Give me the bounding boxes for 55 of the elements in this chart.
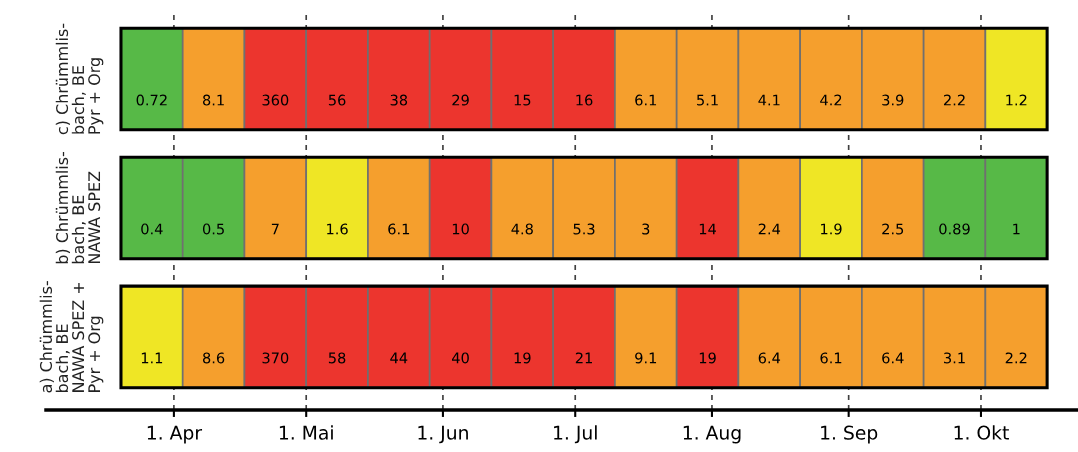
- data-label: 29: [452, 94, 469, 106]
- data-label: 1.2: [1006, 94, 1027, 106]
- data-label: 19: [699, 352, 716, 364]
- data-label: 7: [271, 223, 279, 235]
- data-label: 58: [328, 352, 346, 364]
- data-label: 0.5: [202, 223, 224, 235]
- y-tick-label: a) Chrümmlis- bach, BE NAWA SPEZ + Pyr + Org: [39, 281, 104, 393]
- data-label: 44: [390, 352, 408, 364]
- data-label: 1.1: [141, 352, 163, 364]
- data-label: 360: [262, 94, 289, 106]
- data-label: 9.1: [635, 352, 657, 364]
- data-label: 21: [575, 352, 592, 364]
- x-tick-label: 1. Mai: [279, 425, 333, 440]
- x-tick-label: 1. Jul: [554, 425, 597, 444]
- data-label: 2.5: [882, 223, 904, 235]
- data-label: 56: [328, 94, 346, 106]
- data-label: 6.4: [758, 352, 781, 364]
- data-label: 8.1: [202, 94, 224, 106]
- data-label: 1: [1013, 223, 1020, 235]
- data-label: 3.1: [944, 352, 965, 364]
- data-label: 3.9: [882, 94, 904, 106]
- x-tick-label: 1. Sep: [821, 425, 878, 444]
- data-label: 1.6: [327, 223, 348, 235]
- data-label: 40: [452, 352, 469, 364]
- data-label: 15: [514, 94, 531, 106]
- data-label: 8.6: [202, 352, 225, 364]
- data-label: 2.2: [943, 94, 965, 106]
- data-label: 4.2: [820, 94, 842, 106]
- data-label: 4.8: [511, 223, 533, 235]
- data-label: 3: [642, 223, 650, 235]
- data-label: 14: [699, 223, 716, 235]
- data-label: 0.4: [141, 223, 163, 235]
- data-label: 5.1: [697, 94, 718, 106]
- x-tick-label: 1. Okt: [954, 425, 1009, 440]
- x-tick-label: 1. Aug: [683, 425, 741, 444]
- y-tick-label: c) Chrümmlis- bach, BE Pyr + Org: [55, 23, 104, 135]
- data-label: 19: [514, 352, 531, 364]
- data-label: 6.1: [820, 352, 842, 364]
- x-tick-label: 1. Jun: [418, 425, 468, 444]
- data-label: 6.4: [882, 352, 904, 364]
- data-label: 370: [262, 352, 289, 364]
- y-tick-label: b) Chrümmlis- bach, BE NAWA SPEZ: [55, 151, 101, 264]
- data-label: 38: [390, 94, 408, 106]
- data-label: 10: [452, 223, 469, 235]
- data-label: 1.9: [821, 223, 842, 235]
- data-label: 4.1: [758, 94, 780, 106]
- data-label: 0.72: [136, 94, 167, 106]
- data-label: 0.89: [939, 223, 970, 235]
- data-label: 5.3: [573, 223, 595, 235]
- data-label: 2.2: [1005, 352, 1027, 364]
- data-label: 6.1: [388, 223, 410, 235]
- x-tick-label: 1. Apr: [147, 425, 203, 444]
- data-label: 6.1: [635, 94, 657, 106]
- data-label: 16: [576, 94, 593, 106]
- data-label: 2.4: [758, 223, 781, 235]
